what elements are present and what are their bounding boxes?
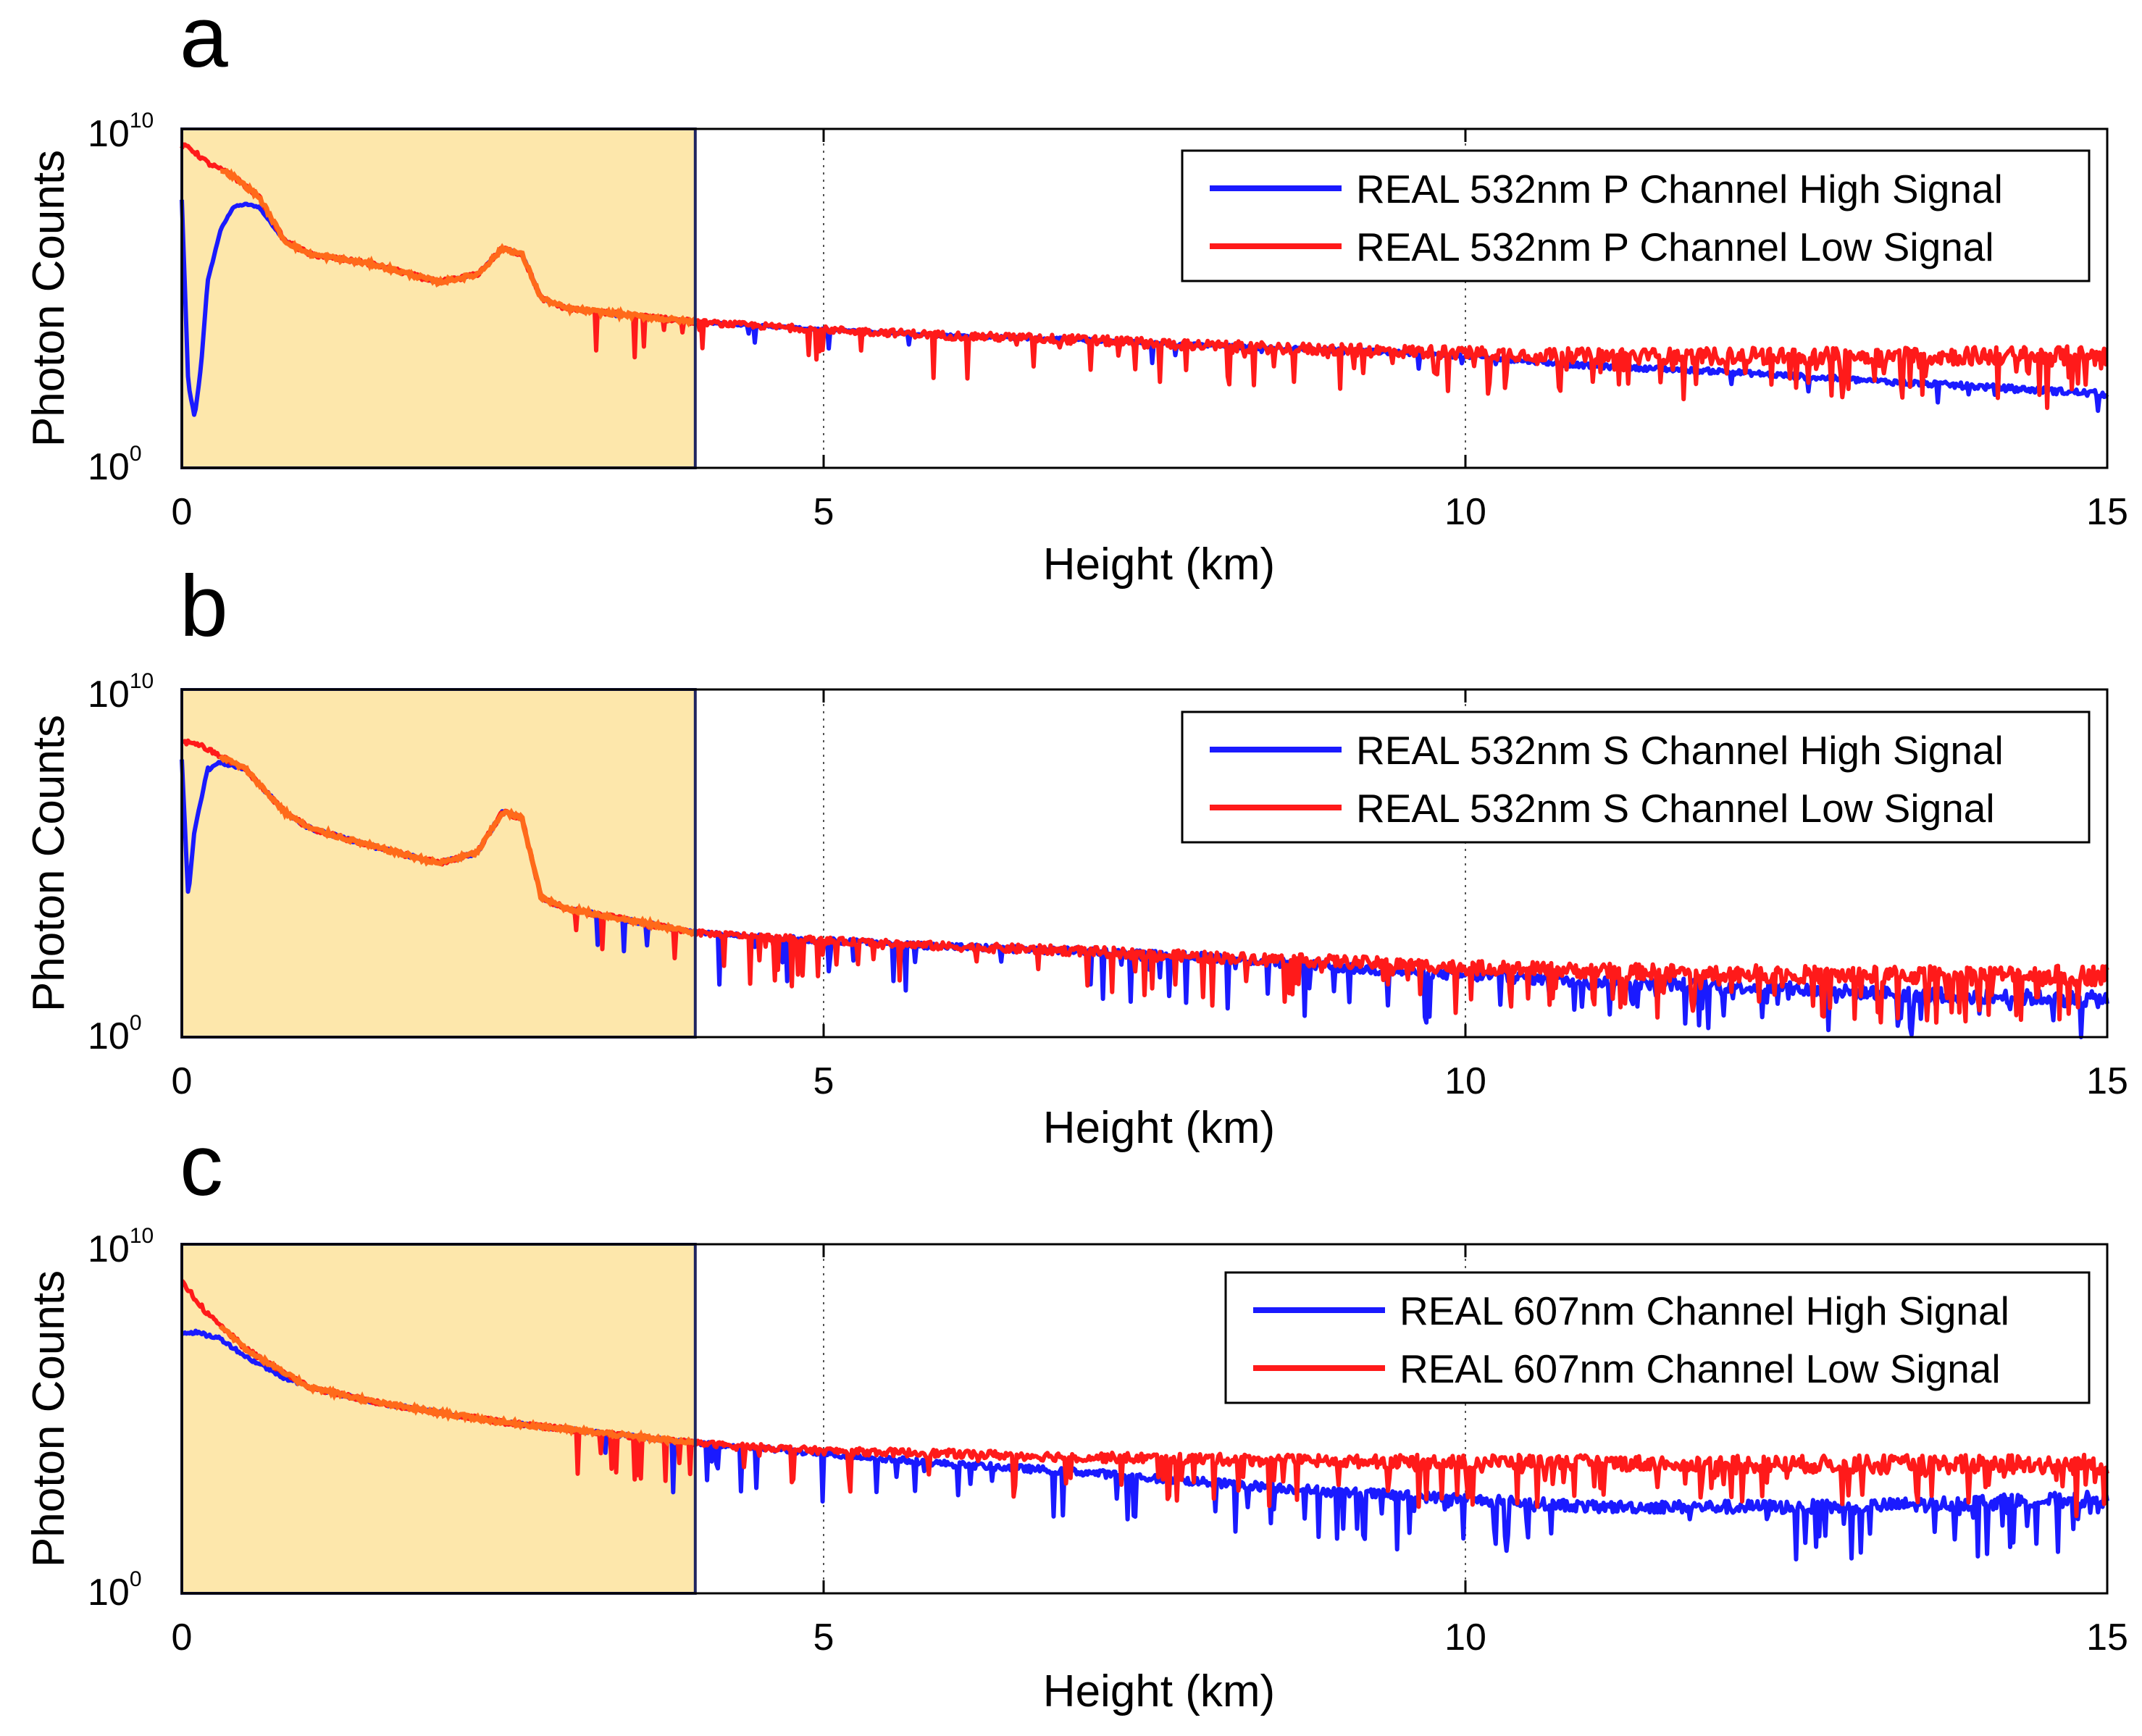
y-tick-label-high: 1010 [88,1224,154,1270]
legend-box [1181,710,2091,844]
x-tick-label: 5 [813,1617,834,1659]
legend-entry: REAL 607nm Channel High Signal [1400,1288,2009,1333]
y-tick-base: 10 [88,1572,130,1614]
y-tick-exponent: 0 [130,1567,142,1591]
x-tick-label: 5 [813,1060,834,1102]
legend-entry: REAL 607nm Channel Low Signal [1400,1346,2001,1391]
x-tick-label: 10 [1444,491,1486,533]
y-tick-base: 10 [88,446,130,488]
axes-frame [180,127,2109,469]
y-tick-exponent: 10 [130,1224,154,1248]
y-tick-label-low: 100 [88,1011,142,1057]
x-tick-label: 15 [2086,491,2128,533]
y-tick-label-high: 1010 [88,109,154,155]
y-tick-base: 10 [88,1228,130,1270]
axes-frame [180,688,2109,1039]
legend: REAL 607nm Channel High Signal REAL 607nm… [1224,1271,2091,1404]
y-tick-label-high: 1010 [88,669,154,716]
y-tick-exponent: 0 [130,1011,142,1035]
y-tick-base: 10 [88,674,130,716]
y-tick-exponent: 10 [130,109,154,133]
overlap-line [219,168,698,328]
y-tick-base: 10 [88,1015,130,1057]
x-tick-label: 0 [172,491,193,533]
x-tick-label: 15 [2086,1060,2128,1102]
x-tick-label: 0 [172,1617,193,1659]
x-tick-label: 0 [172,1060,193,1102]
overlap-line [218,754,697,938]
panel-letter: c [180,1117,223,1214]
panel-letter: b [180,558,228,655]
x-tick-label: 10 [1444,1617,1486,1659]
highlight-region [182,1244,695,1593]
legend-box [1181,149,2091,282]
y-tick-exponent: 10 [130,669,154,693]
legend-entry: REAL 532nm P Channel Low Signal [1356,225,1994,269]
legend: REAL 532nm S Channel High Signal REAL 532… [1181,710,2091,844]
overlap-line [218,1324,698,1447]
legend-box [1224,1271,2091,1404]
legend-entry: REAL 532nm S Channel Low Signal [1356,786,1995,831]
highlight-region [182,129,695,468]
x-axis-label: Height (km) [1043,540,1275,590]
x-axis-label: Height (km) [1043,1103,1275,1153]
y-axis-label: Photon Counts [24,150,74,447]
legend-entry: REAL 532nm P Channel High Signal [1356,167,2003,211]
y-tick-exponent: 0 [130,442,142,466]
x-tick-label: 10 [1444,1060,1486,1102]
legend-entry: REAL 532nm S Channel High Signal [1356,728,2004,773]
legend: REAL 532nm P Channel High Signal REAL 532… [1181,149,2091,282]
y-tick-base: 10 [88,113,130,155]
y-tick-label-low: 100 [88,442,142,488]
x-tick-label: 5 [813,491,834,533]
panel-letter: a [180,0,228,85]
y-axis-label: Photon Counts [24,1270,74,1567]
y-axis-label: Photon Counts [24,715,74,1012]
x-tick-label: 15 [2086,1617,2128,1659]
y-tick-label-low: 100 [88,1567,142,1614]
axes-frame [180,1243,2109,1595]
x-axis-label: Height (km) [1043,1666,1275,1716]
